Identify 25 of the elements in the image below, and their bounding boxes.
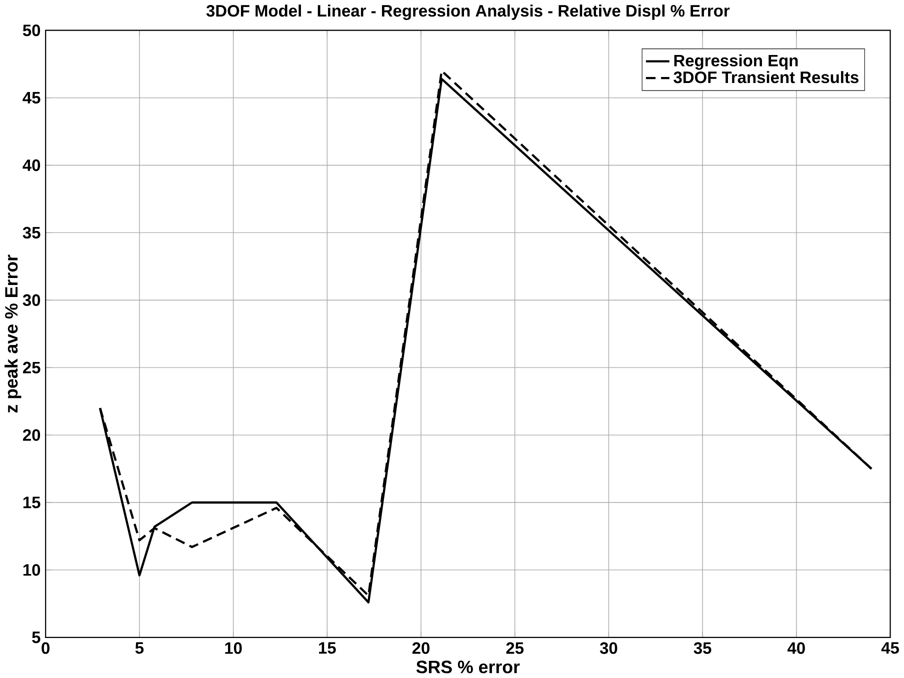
legend-label: Regression Eqn bbox=[674, 54, 798, 70]
y-axis-title: z peak ave % Error bbox=[4, 254, 22, 413]
y-tick-label: 35 bbox=[22, 226, 40, 239]
x-tick-label: 45 bbox=[881, 642, 899, 654]
y-tick-label: 45 bbox=[22, 92, 40, 104]
x-tick-label: 10 bbox=[225, 642, 242, 654]
y-tick-label: 30 bbox=[22, 294, 40, 306]
x-axis-title: SRS % error bbox=[416, 660, 520, 674]
x-tick-label: 40 bbox=[788, 642, 805, 654]
x-tick-label: 35 bbox=[694, 642, 712, 654]
y-tick-label: 40 bbox=[22, 159, 40, 172]
y-tick-label: 25 bbox=[22, 362, 40, 374]
chart-title: 3DOF Model - Linear - Regression Analysis - Relative Displ % Error bbox=[206, 4, 730, 20]
y-tick-label: 5 bbox=[32, 632, 40, 644]
x-tick-label: 25 bbox=[506, 642, 524, 654]
x-tick-label: 15 bbox=[319, 642, 336, 654]
x-tick-label: 5 bbox=[135, 642, 144, 654]
x-tick-label: 0 bbox=[42, 642, 50, 654]
x-tick-label: 20 bbox=[412, 642, 430, 654]
y-tick-label: 15 bbox=[23, 496, 40, 508]
x-tick-label: 30 bbox=[600, 642, 618, 654]
y-tick-label: 10 bbox=[23, 564, 40, 576]
y-tick-label: 50 bbox=[22, 24, 40, 36]
legend-label: 3DOF Transient Results bbox=[674, 71, 858, 84]
y-tick-label: 20 bbox=[22, 429, 40, 441]
